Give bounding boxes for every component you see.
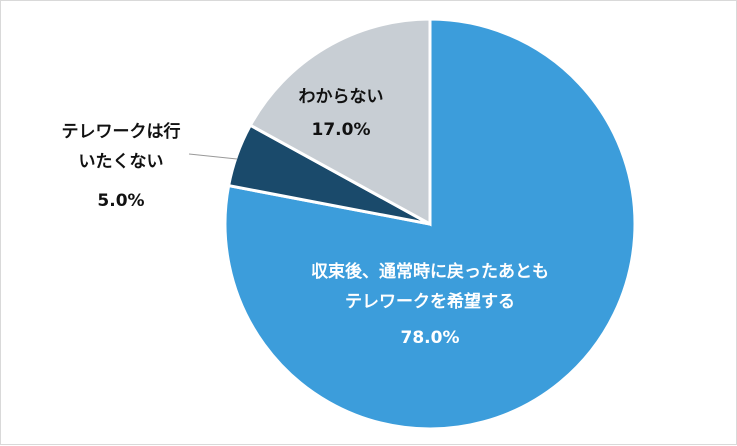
leader-line-slice-2 — [188, 153, 238, 160]
pie-slice-2 — [248, 17, 432, 227]
pie-slices — [223, 17, 637, 431]
slice-label-2-line-0: わからない — [299, 87, 384, 107]
slice-value-label-1: 5.0% — [97, 191, 144, 211]
slice-value-label-2: 17.0% — [312, 120, 371, 140]
slice-label-1-line-0: テレワークは行 — [62, 121, 181, 142]
slice-label-0-line-0: 収束後、通常時に戻ったあとも — [311, 261, 549, 282]
slice-label-1-line-1: いたくない — [79, 152, 164, 172]
slice-label-0-line-1: テレワークを希望する — [345, 291, 515, 312]
slice-value-label-0: 78.0% — [401, 328, 460, 348]
